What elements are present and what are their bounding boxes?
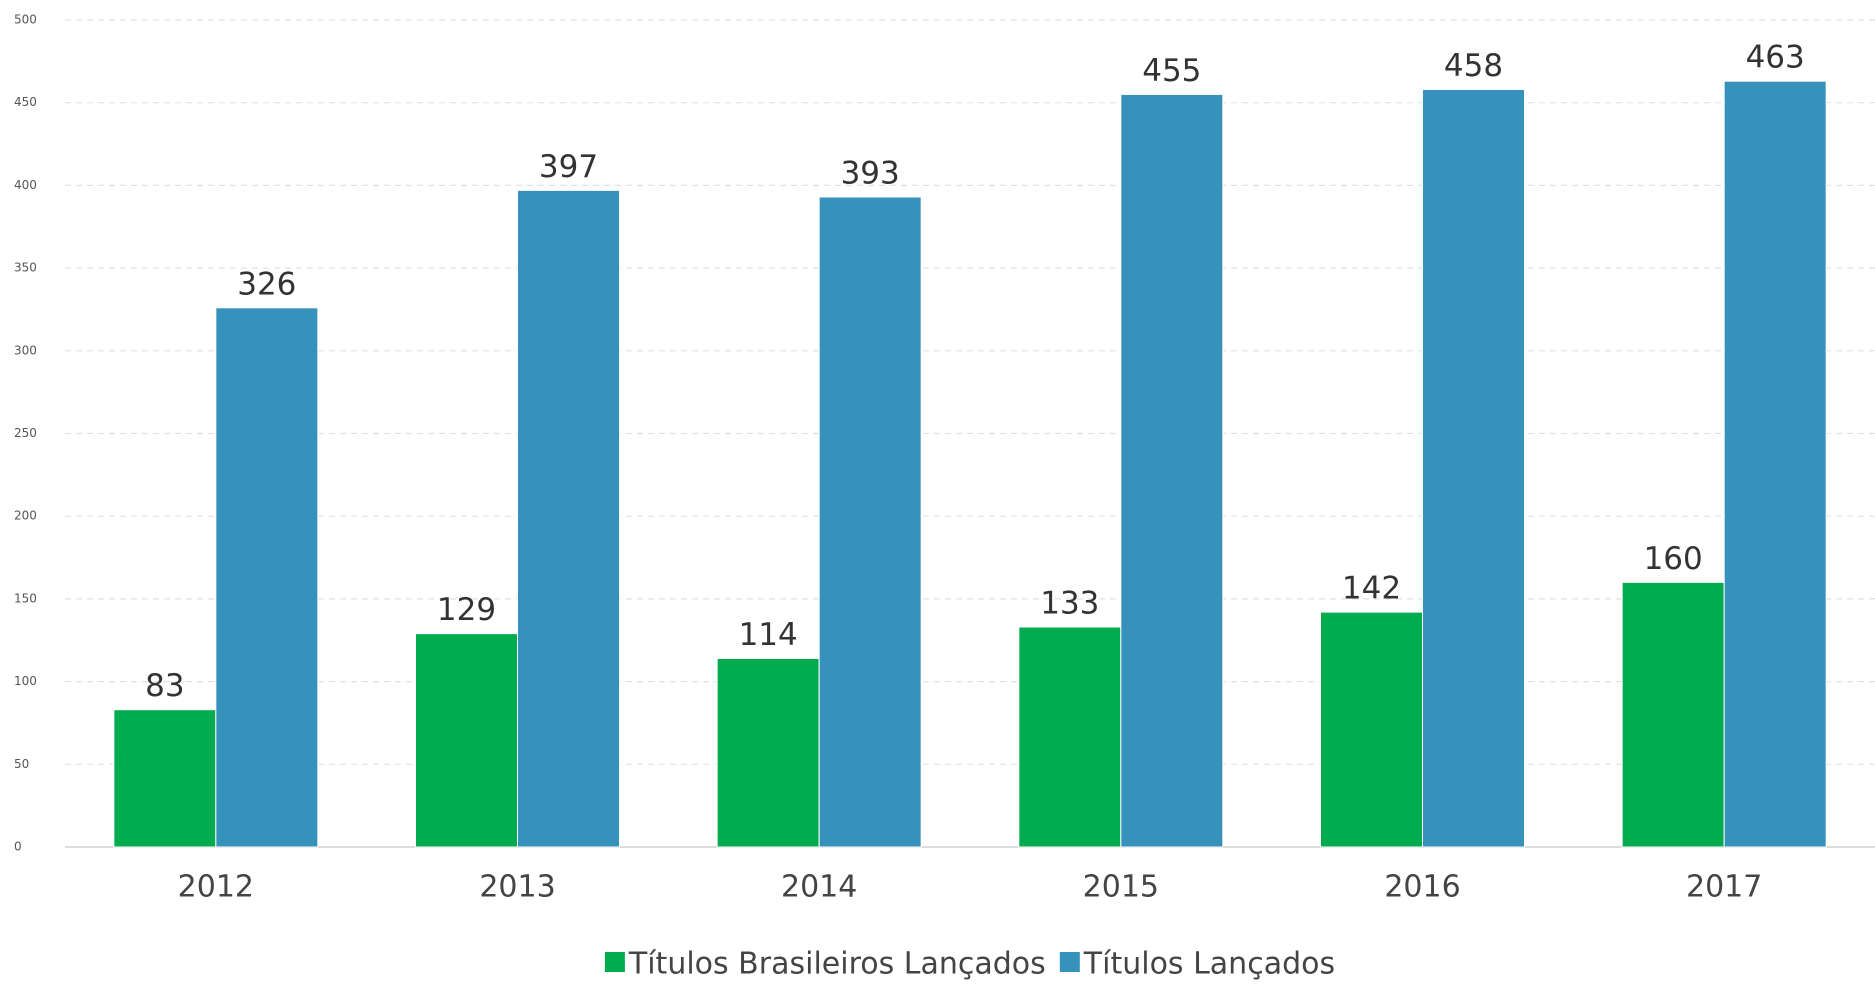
data-label: 397 xyxy=(539,149,598,185)
x-tick-label: 2016 xyxy=(1384,870,1460,905)
y-tick-label: 350 xyxy=(14,261,37,275)
data-label: 326 xyxy=(237,266,296,302)
legend-label: Títulos Lançados xyxy=(1083,947,1335,982)
x-tick-label: 2014 xyxy=(781,870,857,905)
y-tick-label: 200 xyxy=(14,509,37,523)
legend-swatch xyxy=(1059,952,1080,972)
bar xyxy=(1723,80,1827,848)
y-tick-label: 50 xyxy=(14,757,29,771)
bar xyxy=(1120,93,1224,848)
data-label: 160 xyxy=(1644,541,1703,577)
y-tick-label: 450 xyxy=(14,95,37,109)
legend-swatch xyxy=(604,952,625,972)
bar xyxy=(1018,626,1122,848)
x-tick-label: 2012 xyxy=(178,870,254,905)
bar xyxy=(415,633,518,848)
legend-label: Títulos Brasileiros Lançados xyxy=(628,947,1046,982)
y-tick-label: 150 xyxy=(14,591,37,605)
data-label: 458 xyxy=(1444,48,1503,84)
bar xyxy=(1422,88,1525,848)
bar xyxy=(1320,611,1423,848)
bar xyxy=(113,709,217,848)
bar xyxy=(517,189,620,848)
y-tick-label: 100 xyxy=(14,674,37,688)
x-tick-label: 2017 xyxy=(1686,870,1762,905)
data-label: 463 xyxy=(1746,40,1805,76)
data-label: 129 xyxy=(437,592,496,628)
y-tick-label: 500 xyxy=(14,13,37,27)
bar xyxy=(716,657,820,848)
data-label: 133 xyxy=(1040,586,1099,622)
y-tick-label: 250 xyxy=(14,426,37,440)
x-tick-label: 2015 xyxy=(1083,870,1159,905)
data-label: 455 xyxy=(1142,53,1201,89)
data-label: 393 xyxy=(841,155,900,191)
y-tick-label: 300 xyxy=(14,343,37,357)
y-tick-label: 400 xyxy=(14,178,37,192)
data-label: 142 xyxy=(1342,571,1401,607)
bar xyxy=(215,307,319,848)
bar xyxy=(818,196,922,848)
y-tick-label: 0 xyxy=(14,840,22,854)
bar xyxy=(1621,581,1725,848)
x-tick-label: 2013 xyxy=(479,870,555,905)
data-label: 83 xyxy=(145,668,184,704)
data-label: 114 xyxy=(739,617,798,653)
